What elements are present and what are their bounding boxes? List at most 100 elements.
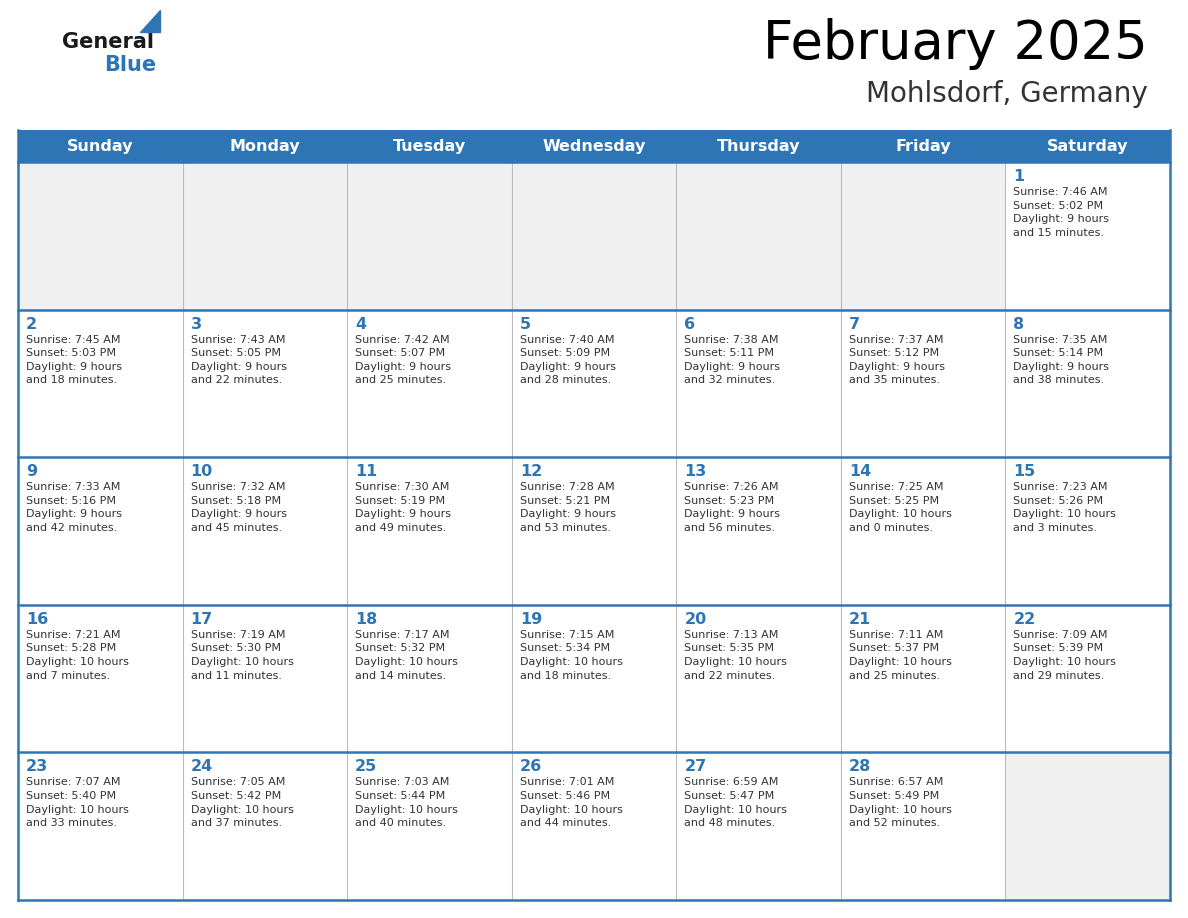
Text: 7: 7	[849, 317, 860, 331]
Text: Mohlsdorf, Germany: Mohlsdorf, Germany	[866, 80, 1148, 108]
Text: Sunday: Sunday	[67, 139, 133, 153]
Bar	[841, 753, 1005, 900]
Bar	[18, 130, 1170, 162]
Text: Sunrise: 7:07 AM
Sunset: 5:40 PM
Daylight: 10 hours
and 33 minutes.: Sunrise: 7:07 AM Sunset: 5:40 PM Dayligh…	[26, 778, 128, 828]
Text: 12: 12	[519, 465, 542, 479]
Text: Sunrise: 7:42 AM
Sunset: 5:07 PM
Daylight: 9 hours
and 25 minutes.: Sunrise: 7:42 AM Sunset: 5:07 PM Dayligh…	[355, 334, 451, 386]
Bar	[512, 753, 676, 900]
Text: 15: 15	[1013, 465, 1036, 479]
Text: Sunrise: 7:15 AM
Sunset: 5:34 PM
Daylight: 10 hours
and 18 minutes.: Sunrise: 7:15 AM Sunset: 5:34 PM Dayligh…	[519, 630, 623, 680]
Text: Sunrise: 7:38 AM
Sunset: 5:11 PM
Daylight: 9 hours
and 32 minutes.: Sunrise: 7:38 AM Sunset: 5:11 PM Dayligh…	[684, 334, 781, 386]
Bar	[1005, 753, 1170, 900]
Text: Sunrise: 7:05 AM
Sunset: 5:42 PM
Daylight: 10 hours
and 37 minutes.: Sunrise: 7:05 AM Sunset: 5:42 PM Dayligh…	[190, 778, 293, 828]
Bar	[512, 605, 676, 753]
Bar	[512, 162, 676, 309]
Bar	[347, 457, 512, 605]
Bar	[18, 309, 183, 457]
Text: 6: 6	[684, 317, 695, 331]
Bar	[347, 162, 512, 309]
Bar	[1005, 309, 1170, 457]
Text: Sunrise: 7:40 AM
Sunset: 5:09 PM
Daylight: 9 hours
and 28 minutes.: Sunrise: 7:40 AM Sunset: 5:09 PM Dayligh…	[519, 334, 615, 386]
Bar	[841, 457, 1005, 605]
Text: Sunrise: 7:32 AM
Sunset: 5:18 PM
Daylight: 9 hours
and 45 minutes.: Sunrise: 7:32 AM Sunset: 5:18 PM Dayligh…	[190, 482, 286, 533]
Bar	[841, 162, 1005, 309]
Text: 22: 22	[1013, 611, 1036, 627]
Text: 3: 3	[190, 317, 202, 331]
Bar	[183, 753, 347, 900]
Text: Sunrise: 7:28 AM
Sunset: 5:21 PM
Daylight: 9 hours
and 53 minutes.: Sunrise: 7:28 AM Sunset: 5:21 PM Dayligh…	[519, 482, 615, 533]
Text: Sunrise: 6:59 AM
Sunset: 5:47 PM
Daylight: 10 hours
and 48 minutes.: Sunrise: 6:59 AM Sunset: 5:47 PM Dayligh…	[684, 778, 788, 828]
Bar	[841, 605, 1005, 753]
Text: 19: 19	[519, 611, 542, 627]
Text: 13: 13	[684, 465, 707, 479]
Bar	[183, 457, 347, 605]
Text: Sunrise: 7:35 AM
Sunset: 5:14 PM
Daylight: 9 hours
and 38 minutes.: Sunrise: 7:35 AM Sunset: 5:14 PM Dayligh…	[1013, 334, 1110, 386]
Text: 17: 17	[190, 611, 213, 627]
Text: Sunrise: 7:11 AM
Sunset: 5:37 PM
Daylight: 10 hours
and 25 minutes.: Sunrise: 7:11 AM Sunset: 5:37 PM Dayligh…	[849, 630, 952, 680]
Bar	[1005, 457, 1170, 605]
Bar	[841, 309, 1005, 457]
Text: Sunrise: 7:43 AM
Sunset: 5:05 PM
Daylight: 9 hours
and 22 minutes.: Sunrise: 7:43 AM Sunset: 5:05 PM Dayligh…	[190, 334, 286, 386]
Bar	[347, 605, 512, 753]
Text: 26: 26	[519, 759, 542, 775]
Text: General: General	[62, 32, 154, 52]
Text: Saturday: Saturday	[1047, 139, 1129, 153]
Bar	[347, 309, 512, 457]
Text: Sunrise: 6:57 AM
Sunset: 5:49 PM
Daylight: 10 hours
and 52 minutes.: Sunrise: 6:57 AM Sunset: 5:49 PM Dayligh…	[849, 778, 952, 828]
Text: 2: 2	[26, 317, 37, 331]
Text: 9: 9	[26, 465, 37, 479]
Bar	[347, 753, 512, 900]
Text: 8: 8	[1013, 317, 1024, 331]
Polygon shape	[140, 10, 160, 32]
Text: Sunrise: 7:19 AM
Sunset: 5:30 PM
Daylight: 10 hours
and 11 minutes.: Sunrise: 7:19 AM Sunset: 5:30 PM Dayligh…	[190, 630, 293, 680]
Text: Sunrise: 7:30 AM
Sunset: 5:19 PM
Daylight: 9 hours
and 49 minutes.: Sunrise: 7:30 AM Sunset: 5:19 PM Dayligh…	[355, 482, 451, 533]
Text: 5: 5	[519, 317, 531, 331]
Bar	[676, 162, 841, 309]
Text: 23: 23	[26, 759, 49, 775]
Bar	[676, 753, 841, 900]
Bar	[1005, 605, 1170, 753]
Bar	[18, 162, 183, 309]
Bar	[512, 309, 676, 457]
Text: Friday: Friday	[896, 139, 950, 153]
Text: Monday: Monday	[229, 139, 301, 153]
Bar	[18, 753, 183, 900]
Text: 11: 11	[355, 465, 378, 479]
Text: 20: 20	[684, 611, 707, 627]
Text: Sunrise: 7:45 AM
Sunset: 5:03 PM
Daylight: 9 hours
and 18 minutes.: Sunrise: 7:45 AM Sunset: 5:03 PM Dayligh…	[26, 334, 122, 386]
Text: 27: 27	[684, 759, 707, 775]
Bar	[676, 605, 841, 753]
Text: Sunrise: 7:01 AM
Sunset: 5:46 PM
Daylight: 10 hours
and 44 minutes.: Sunrise: 7:01 AM Sunset: 5:46 PM Dayligh…	[519, 778, 623, 828]
Text: Sunrise: 7:46 AM
Sunset: 5:02 PM
Daylight: 9 hours
and 15 minutes.: Sunrise: 7:46 AM Sunset: 5:02 PM Dayligh…	[1013, 187, 1110, 238]
Text: 14: 14	[849, 465, 871, 479]
Text: 4: 4	[355, 317, 366, 331]
Bar	[18, 457, 183, 605]
Text: Sunrise: 7:26 AM
Sunset: 5:23 PM
Daylight: 9 hours
and 56 minutes.: Sunrise: 7:26 AM Sunset: 5:23 PM Dayligh…	[684, 482, 781, 533]
Text: Sunrise: 7:17 AM
Sunset: 5:32 PM
Daylight: 10 hours
and 14 minutes.: Sunrise: 7:17 AM Sunset: 5:32 PM Dayligh…	[355, 630, 459, 680]
Text: Tuesday: Tuesday	[393, 139, 466, 153]
Text: 25: 25	[355, 759, 378, 775]
Text: Sunrise: 7:21 AM
Sunset: 5:28 PM
Daylight: 10 hours
and 7 minutes.: Sunrise: 7:21 AM Sunset: 5:28 PM Dayligh…	[26, 630, 128, 680]
Text: 28: 28	[849, 759, 871, 775]
Text: Sunrise: 7:03 AM
Sunset: 5:44 PM
Daylight: 10 hours
and 40 minutes.: Sunrise: 7:03 AM Sunset: 5:44 PM Dayligh…	[355, 778, 459, 828]
Bar	[676, 457, 841, 605]
Text: 16: 16	[26, 611, 49, 627]
Text: Sunrise: 7:37 AM
Sunset: 5:12 PM
Daylight: 9 hours
and 35 minutes.: Sunrise: 7:37 AM Sunset: 5:12 PM Dayligh…	[849, 334, 944, 386]
Bar	[1005, 162, 1170, 309]
Text: Sunrise: 7:13 AM
Sunset: 5:35 PM
Daylight: 10 hours
and 22 minutes.: Sunrise: 7:13 AM Sunset: 5:35 PM Dayligh…	[684, 630, 788, 680]
Bar	[183, 309, 347, 457]
Text: Wednesday: Wednesday	[542, 139, 646, 153]
Bar	[676, 309, 841, 457]
Text: Sunrise: 7:25 AM
Sunset: 5:25 PM
Daylight: 10 hours
and 0 minutes.: Sunrise: 7:25 AM Sunset: 5:25 PM Dayligh…	[849, 482, 952, 533]
Text: 10: 10	[190, 465, 213, 479]
Text: 18: 18	[355, 611, 378, 627]
Bar	[18, 605, 183, 753]
Bar	[183, 605, 347, 753]
Text: Sunrise: 7:33 AM
Sunset: 5:16 PM
Daylight: 9 hours
and 42 minutes.: Sunrise: 7:33 AM Sunset: 5:16 PM Dayligh…	[26, 482, 122, 533]
Text: Thursday: Thursday	[716, 139, 801, 153]
Bar	[512, 457, 676, 605]
Text: Sunrise: 7:09 AM
Sunset: 5:39 PM
Daylight: 10 hours
and 29 minutes.: Sunrise: 7:09 AM Sunset: 5:39 PM Dayligh…	[1013, 630, 1117, 680]
Text: 21: 21	[849, 611, 871, 627]
Text: February 2025: February 2025	[763, 18, 1148, 70]
Text: Sunrise: 7:23 AM
Sunset: 5:26 PM
Daylight: 10 hours
and 3 minutes.: Sunrise: 7:23 AM Sunset: 5:26 PM Dayligh…	[1013, 482, 1117, 533]
